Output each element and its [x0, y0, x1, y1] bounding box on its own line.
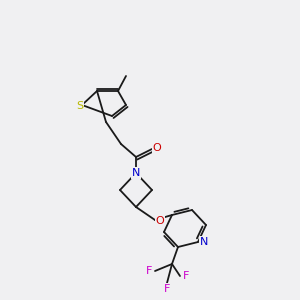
Text: N: N [200, 237, 208, 247]
Text: F: F [183, 271, 189, 281]
Text: F: F [146, 266, 152, 276]
Text: F: F [164, 284, 170, 294]
Text: O: O [156, 216, 164, 226]
Text: O: O [153, 143, 161, 153]
Text: N: N [132, 168, 140, 178]
Text: S: S [76, 101, 84, 111]
